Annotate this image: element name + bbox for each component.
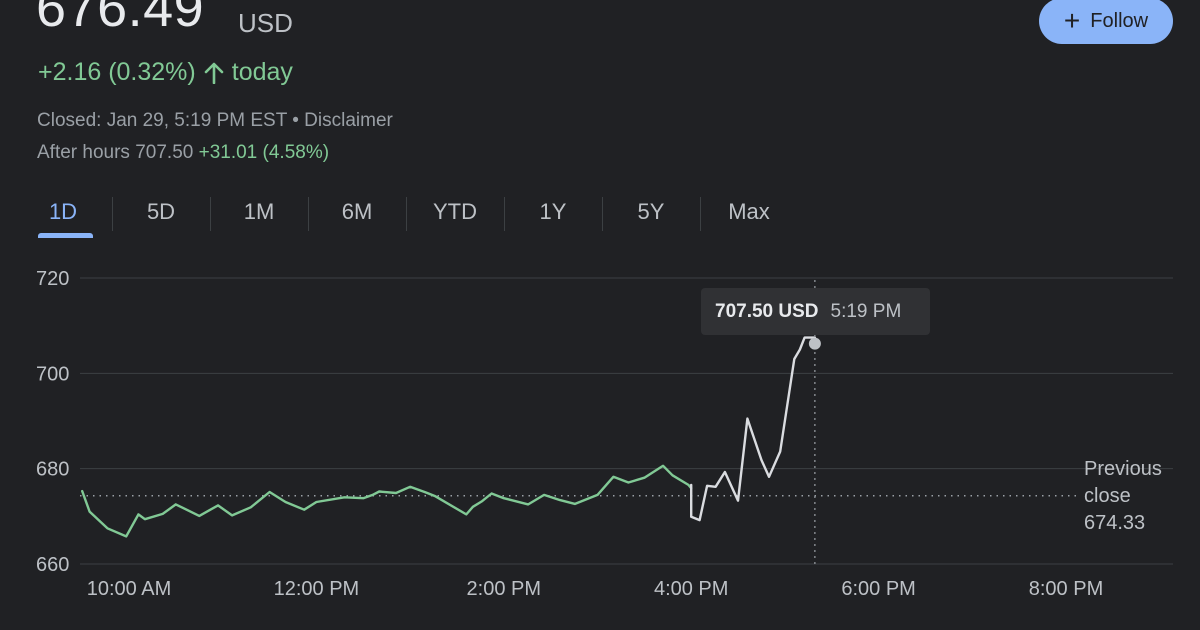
- market-closed-info[interactable]: Closed: Jan 29, 5:19 PM EST • Disclaimer: [37, 110, 393, 131]
- tab-1m[interactable]: 1M: [210, 195, 308, 239]
- series-line-regular: [80, 464, 693, 538]
- change-period: today: [231, 58, 293, 86]
- arrow-up-icon: [204, 62, 224, 84]
- x-tick-label-1200pm: 12:00 PM: [274, 578, 360, 600]
- after-hours-label: After hours 707.50: [37, 142, 194, 163]
- previous-close-line1: Previous: [1084, 458, 1162, 480]
- tab-5d[interactable]: 5D: [112, 195, 210, 239]
- tab-max[interactable]: Max: [700, 195, 798, 239]
- plus-icon: +: [1063, 5, 1081, 36]
- y-tick-label-700: 700: [36, 363, 69, 385]
- tooltip-time: 5:19 PM: [830, 300, 902, 322]
- after-hours-change: +31.01 (4.58%): [198, 142, 330, 163]
- x-tick-label-1000am: 10:00 AM: [87, 578, 172, 600]
- price-chart[interactable]: 660 680 700 720 10:00 AM 12:00 PM 2:00 PM 4:00 …: [0, 250, 1200, 600]
- currency-label: USD: [238, 8, 293, 38]
- daily-change: +2.16 (0.32%) today: [38, 58, 293, 87]
- after-hours-info: After hours 707.50 +31.01 (4.58%): [37, 142, 329, 164]
- tab-1y[interactable]: 1Y: [504, 195, 602, 239]
- y-tick-label-720: 720: [36, 268, 69, 290]
- x-tick-label-800pm: 8:00 PM: [1029, 578, 1103, 600]
- tab-ytd[interactable]: YTD: [406, 195, 504, 239]
- x-tick-label-400pm: 4:00 PM: [654, 578, 728, 600]
- follow-button[interactable]: + Follow: [1039, 0, 1173, 44]
- y-tick-label-680: 680: [36, 459, 69, 481]
- follow-label: Follow: [1090, 9, 1149, 32]
- tab-6m[interactable]: 6M: [308, 195, 406, 239]
- previous-close-label: Previous close 674.33: [1084, 456, 1162, 537]
- cursor-point: [808, 337, 821, 350]
- change-value: +2.16 (0.32%): [38, 58, 196, 86]
- current-price: 676.49: [36, 0, 205, 38]
- chart-tooltip: 707.50 USD 5:19 PM: [701, 288, 930, 335]
- x-tick-label-200pm: 2:00 PM: [467, 578, 541, 600]
- y-tick-label-660: 660: [36, 554, 69, 576]
- tooltip-value: 707.50 USD: [715, 300, 819, 322]
- x-tick-label-600pm: 6:00 PM: [841, 578, 915, 600]
- range-tabs: 1D 5D 1M 6M YTD 1Y 5Y Max: [14, 195, 798, 239]
- tab-5y[interactable]: 5Y: [602, 195, 700, 239]
- series-line-after_hours: [690, 336, 817, 522]
- previous-close-value: 674.33: [1084, 512, 1146, 534]
- tab-1d[interactable]: 1D: [14, 195, 112, 239]
- previous-close-line2: close: [1084, 485, 1131, 507]
